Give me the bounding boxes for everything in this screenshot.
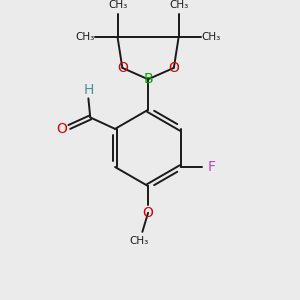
Text: O: O xyxy=(117,61,128,75)
Text: O: O xyxy=(168,61,179,75)
Text: CH₃: CH₃ xyxy=(108,0,127,10)
Text: B: B xyxy=(143,72,153,86)
Text: O: O xyxy=(143,206,154,220)
Text: O: O xyxy=(56,122,67,136)
Text: CH₃: CH₃ xyxy=(201,32,221,42)
Text: CH₃: CH₃ xyxy=(129,236,148,246)
Text: CH₃: CH₃ xyxy=(169,0,188,10)
Text: F: F xyxy=(208,160,216,174)
Text: CH₃: CH₃ xyxy=(76,32,95,42)
Text: H: H xyxy=(83,83,94,97)
